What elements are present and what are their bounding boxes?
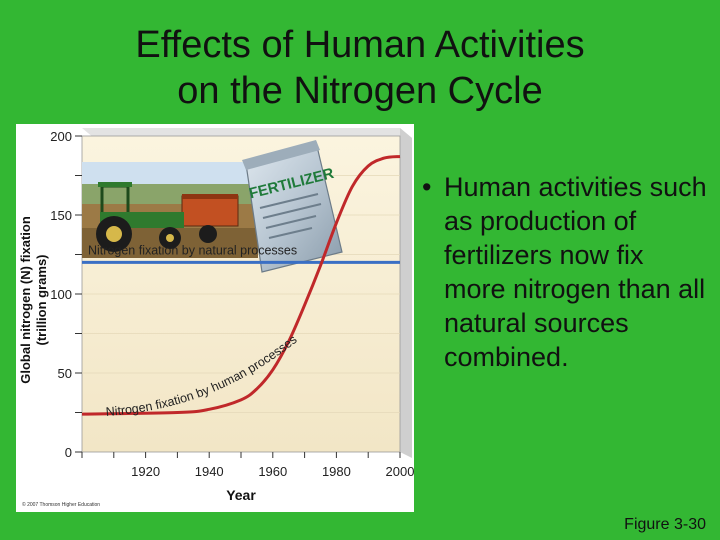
nitrogen-chart: FERTILIZER Nitrogen fixation by natural … xyxy=(18,128,414,508)
y-tick-label: 0 xyxy=(65,445,72,460)
x-tick-label: 1940 xyxy=(195,464,224,479)
figure-panel: FERTILIZER Nitrogen fixation by natural … xyxy=(16,124,414,512)
title-line-1: Effects of Human Activities xyxy=(135,24,585,66)
x-axis-label: Year xyxy=(226,487,256,503)
x-tick-label: 2000 xyxy=(386,464,414,479)
y-tick-label: 150 xyxy=(50,208,72,223)
slide-title: Effects of Human Activities on the Nitro… xyxy=(0,22,720,114)
title-line-2: on the Nitrogen Cycle xyxy=(177,70,543,112)
series-natural-label: Nitrogen fixation by natural processes xyxy=(88,243,297,257)
series-human-line xyxy=(81,155,401,416)
bullet-dot-icon: • xyxy=(422,172,432,202)
bullet-point: • Human activities such as production of… xyxy=(422,170,712,374)
x-tick-label: 1960 xyxy=(258,464,287,479)
y-axis-label-line-1: Global nitrogen (N) fixation xyxy=(18,216,33,384)
figure-caption: Figure 3-30 xyxy=(624,516,706,533)
fertilizer-bag: FERTILIZER xyxy=(242,140,343,273)
plot-bevel-top xyxy=(82,128,412,138)
x-tick-label: 1920 xyxy=(131,464,160,479)
y-tick-label: 200 xyxy=(50,129,72,144)
x-tick-label: 1980 xyxy=(322,464,351,479)
tractor-photo xyxy=(82,162,258,258)
y-tick-label: 50 xyxy=(58,366,72,381)
plot-bevel-right xyxy=(400,128,412,458)
y-tick-label: 100 xyxy=(50,287,72,302)
bullet-text: Human activities such as production of f… xyxy=(444,172,707,372)
y-axis-label-line-2: (trillion grams) xyxy=(34,254,49,345)
copyright-text: © 2007 Thomson Higher Education xyxy=(22,501,100,508)
